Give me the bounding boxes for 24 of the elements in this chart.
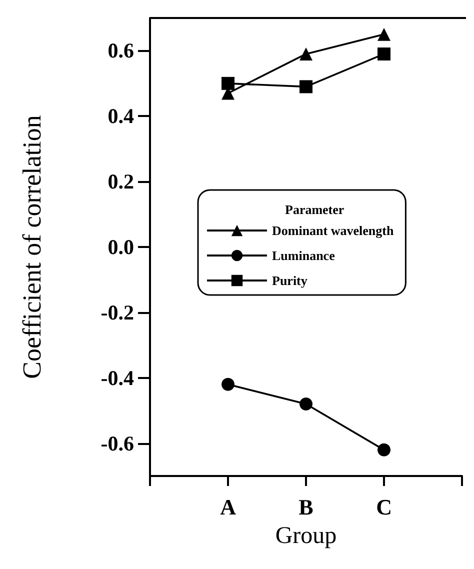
point	[300, 80, 312, 94]
y-tick-label: -0.2	[100, 300, 134, 324]
x-tick-label: B	[298, 494, 314, 520]
legend-label: Dominant wavelength	[272, 223, 394, 238]
point	[300, 398, 312, 411]
y-tick-label: 0.0	[108, 235, 134, 259]
x-tick-label: A	[220, 494, 236, 520]
legend-label: Luminance	[272, 248, 336, 263]
point	[378, 47, 390, 60]
point	[300, 47, 312, 60]
legend-title: Parameter	[285, 202, 344, 217]
point	[222, 76, 234, 90]
y-tick-label: -0.4	[100, 366, 134, 390]
y-tick-label: 0.6	[108, 38, 134, 63]
point	[222, 378, 234, 391]
y-tick-label: 0.2	[108, 170, 134, 194]
legend-label: Purity	[272, 273, 308, 288]
point	[378, 443, 390, 456]
x-axis-title: Group	[275, 523, 337, 549]
y-tick-label: -0.6	[100, 431, 134, 456]
y-tick-label: 0.4	[108, 104, 134, 128]
y-axis-title: Coefficient of correlation	[18, 115, 46, 379]
x-tick-label: C	[376, 494, 392, 520]
point	[378, 28, 390, 41]
